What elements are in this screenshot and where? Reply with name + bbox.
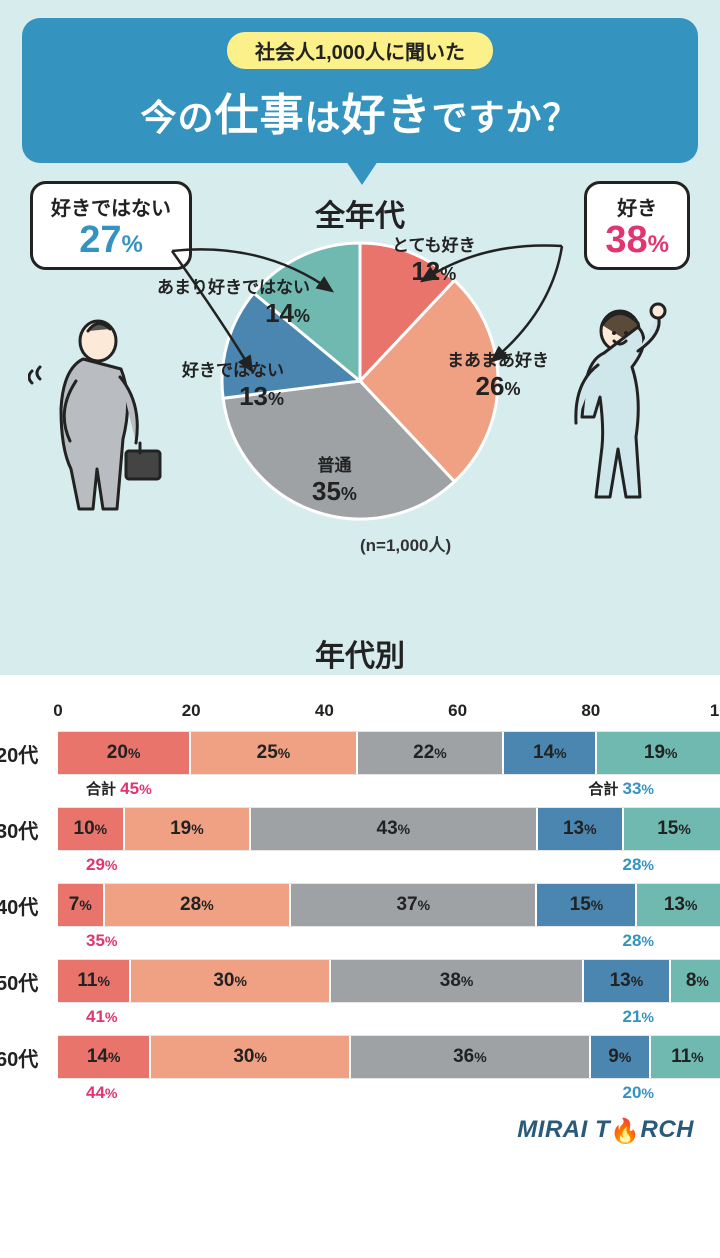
bar-segment: 28% [105,884,291,926]
bar-track: 14%30%36%9%11% [58,1035,720,1079]
bar-segment: 13% [637,884,720,926]
pie-slice-label-1: まあまあ好き 26% [447,346,549,402]
bubble-dislike: 好きではない 27% [30,181,192,270]
bar-row-label: 30代 [0,815,58,844]
person-sad-icon [28,311,178,561]
bar-segment: 14% [58,1036,151,1078]
speech-tail-icon [346,161,378,185]
bar-segment: 11% [58,960,131,1002]
like-sum: 合計 45% [86,778,152,799]
bar-row-label: 20代 [0,739,58,768]
bar-segment: 13% [584,960,671,1002]
bar-row: 60代14%30%36%9%11%44%20% [0,1035,720,1079]
bar-segment: 19% [597,732,720,774]
dislike-sum: 28% [622,855,654,875]
bar-segment: 36% [351,1036,591,1078]
bar-segment: 10% [58,808,125,850]
bar-segment: 13% [538,808,625,850]
bar-segment: 30% [131,960,331,1002]
bar-segment: 25% [191,732,358,774]
like-sum: 29% [86,855,118,875]
dislike-sum: 20% [622,1083,654,1103]
bar-segment: 38% [331,960,584,1002]
bar-track: 7%28%37%15%13% [58,883,720,927]
pie-slice-label-2: 普通 35% [312,451,357,507]
like-sum: 44% [86,1083,118,1103]
bar-segment: 14% [504,732,597,774]
bar-segment: 22% [358,732,505,774]
like-sum: 35% [86,931,118,951]
infographic-page: 社会人1,000人に聞いた 今の仕事は好きですか？ 全年代 好きではない 27%… [0,0,720,675]
dislike-sum: 合計 33% [588,778,654,799]
brand-footer: MIRAI T🔥RCH [0,1099,720,1166]
bar-row: 20代20%25%22%14%19%合計 45%合計 33% [0,731,720,775]
dislike-sum: 21% [622,1007,654,1027]
bubble-like-pct: 38% [605,221,669,259]
sample-size: (n=1,000人) [360,531,451,556]
bar-track: 10%19%43%13%15% [58,807,720,851]
dislike-sum: 28% [622,931,654,951]
bar-row: 30代10%19%43%13%15%29%28% [0,807,720,851]
bar-row-label: 60代 [0,1043,58,1072]
bar-segment: 15% [624,808,720,850]
bar-track: 11%30%38%13%8% [58,959,720,1003]
bars-title: 年代別 [22,631,698,675]
bar-row: 40代7%28%37%15%13%35%28% [0,883,720,927]
bars-section: 020406080100 20代20%25%22%14%19%合計 45%合計 … [0,685,720,1099]
flame-icon: 🔥 [610,1117,640,1146]
bar-segment: 11% [651,1036,720,1078]
bar-segment: 43% [251,808,537,850]
bar-segment: 9% [591,1036,651,1078]
bar-row-label: 50代 [0,967,58,996]
bubble-like: 好き 38% [584,181,690,270]
bar-segment: 7% [58,884,105,926]
bubble-like-label: 好き [605,192,669,221]
bar-row-label: 40代 [0,891,58,920]
header-subtitle: 社会人1,000人に聞いた [227,32,493,69]
bubble-dislike-pct: 27% [51,221,171,259]
bar-segment: 15% [537,884,637,926]
bar-segment: 20% [58,732,191,774]
bubble-dislike-label: 好きではない [51,192,171,221]
bar-row: 50代11%30%38%13%8%41%21% [0,959,720,1003]
bar-segment: 30% [151,1036,351,1078]
bars-axis: 020406080100 [58,701,720,727]
header-title: 今の仕事は好きですか？ [42,79,678,143]
pie-section: 全年代 好きではない 27% 好き 38% [22,191,698,631]
pie-slice-label-4: あまり好きではない 14% [157,273,310,329]
bar-segment: 19% [125,808,252,850]
bar-segment: 37% [291,884,537,926]
pie-slice-label-0: とても好き 12% [392,231,476,287]
header-panel: 社会人1,000人に聞いた 今の仕事は好きですか？ [22,18,698,163]
person-happy-icon [542,301,692,561]
pie-slice-label-3: 好きではない 13% [182,356,284,412]
bar-segment: 8% [671,960,720,1002]
like-sum: 41% [86,1007,118,1027]
bar-track: 20%25%22%14%19% [58,731,720,775]
